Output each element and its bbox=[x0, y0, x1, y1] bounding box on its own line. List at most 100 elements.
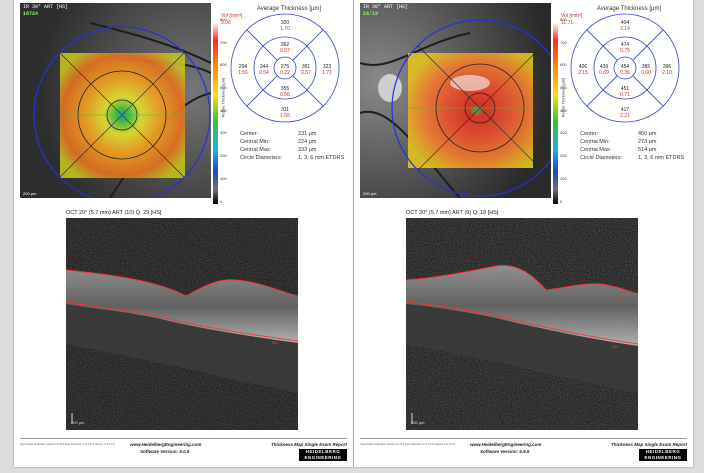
sector-volume: 1.71 bbox=[322, 70, 332, 76]
sector-volume: 0.56 bbox=[280, 92, 290, 98]
stat-key: Center: bbox=[240, 131, 259, 137]
volume-value: 9.06 bbox=[221, 20, 231, 26]
sector-value: 361 bbox=[302, 64, 311, 70]
stat-value: 450 µm bbox=[638, 131, 657, 137]
sector-volume: 1.56 bbox=[238, 70, 248, 76]
colorbar-tick: 700 bbox=[220, 40, 227, 45]
etdrs-thickness-grid: Average Thickness [µm] Vol [mm³] 9.06 32… bbox=[221, 6, 340, 123]
report-page-right: IR 30° ART [HS] 16/19 200 µm 800 700 600… bbox=[354, 0, 693, 467]
sector-volume: 0.57 bbox=[301, 70, 311, 76]
oct-scale: 200 µm bbox=[411, 420, 425, 425]
heidelberg-logo: HEIDELBERG ENGINEERING bbox=[639, 449, 687, 461]
grid-title: Average Thickness [µm] bbox=[597, 6, 662, 12]
colorbar-tick: 100 bbox=[560, 176, 567, 181]
oct-title: OCT 20° (5.7 mm) ART (9) Q: 18 [HS] bbox=[406, 210, 499, 216]
stat-key: Central Max: bbox=[240, 147, 272, 153]
oct-title: OCT 20° (5.7 mm) ART (10) Q: 29 [HS] bbox=[66, 210, 162, 216]
sector-volume: 0.75 bbox=[620, 48, 630, 54]
colorbar-tick: 600 bbox=[560, 62, 567, 67]
etdrs-thickness-grid: Average Thickness [µm] Vol [mm³] 11.71 4… bbox=[561, 6, 680, 123]
stat-key: Circle Diameters: bbox=[240, 155, 283, 161]
sector-value: 323 bbox=[323, 64, 332, 70]
stat-value: 224 µm bbox=[298, 139, 317, 145]
fundus-image: IR 30° ART [HS] 16/19 200 µm bbox=[360, 3, 551, 198]
sector-value: 474 bbox=[621, 42, 630, 48]
fundus-thickness-map bbox=[360, 3, 551, 198]
sector-value: 417 bbox=[621, 107, 630, 113]
sector-value: 385 bbox=[642, 64, 651, 70]
footer-software-version: Software Version: 6.0.9 bbox=[140, 449, 190, 454]
fundus-label: IR 30° ART [HS] bbox=[23, 4, 69, 10]
colorbar-title: Retina Thickness [µm] bbox=[220, 77, 226, 118]
thickness-colorbar bbox=[553, 22, 558, 204]
sector-volume: 2.21 bbox=[620, 113, 630, 119]
thickness-colorbar bbox=[213, 22, 218, 204]
footer-version-info: Spectralis Software Version 5.8.3 Eye Ex… bbox=[360, 442, 455, 446]
stat-key: Central Min: bbox=[240, 139, 270, 145]
stat-key: Center: bbox=[580, 131, 599, 137]
sector-value: 355 bbox=[281, 86, 290, 92]
sector-value: 344 bbox=[260, 64, 269, 70]
footer-report-type: Thickness Map Single Exam Report bbox=[610, 442, 687, 447]
footer-report-type: Thickness Map Single Exam Report bbox=[270, 442, 347, 447]
sector-value: 396 bbox=[663, 64, 672, 70]
fundus-thickness-map bbox=[20, 3, 211, 198]
stat-key: Central Min: bbox=[580, 139, 610, 145]
ilm-label: ILM bbox=[278, 296, 285, 301]
footer-url[interactable]: www.HeidelbergEngineering.com bbox=[470, 442, 542, 447]
volume-label: Vol [mm³] bbox=[221, 13, 243, 19]
sector-volume: 0.54 bbox=[259, 70, 269, 76]
sector-value: 275 bbox=[281, 64, 290, 70]
logo-line-1: HEIDELBERG bbox=[645, 449, 681, 454]
footer-software-version: Software Version: 6.9.5 bbox=[480, 449, 530, 454]
oct-scale: 200 µm bbox=[71, 420, 85, 425]
sector-volume: 2.10 bbox=[662, 70, 672, 76]
report-footer: Spectralis Software Version 5.8.3 Eye Ex… bbox=[20, 438, 347, 463]
stat-value: 1, 3, 6 mm ETDRS bbox=[298, 155, 345, 161]
bm-label: BM bbox=[612, 344, 618, 349]
heidelberg-logo: HEIDELBERG ENGINEERING bbox=[299, 449, 347, 461]
sector-volume: 0.36 bbox=[620, 70, 630, 76]
colorbar-tick: 300 bbox=[560, 130, 567, 135]
report-footer: Spectralis Software Version 5.8.3 Eye Ex… bbox=[360, 438, 687, 463]
colorbar-tick: 800 bbox=[560, 17, 567, 22]
sector-value: 406 bbox=[579, 64, 588, 70]
stat-value: 231 µm bbox=[298, 131, 317, 137]
thickness-stats: Center: 231 µm Central Min: 224 µm Central… bbox=[240, 130, 344, 162]
stat-key: Circle Diameters: bbox=[580, 155, 623, 161]
oct-bscan-image: ILM BM 200 µm bbox=[66, 218, 298, 430]
sector-value: 451 bbox=[621, 86, 630, 92]
sector-value: 454 bbox=[621, 64, 630, 70]
colorbar-tick: 500 bbox=[560, 85, 567, 90]
stat-value: 273 µm bbox=[638, 139, 657, 145]
fundus-image: IR 30° ART [HS] 18724 200 µm bbox=[20, 3, 211, 198]
sector-value: 311 bbox=[281, 107, 289, 113]
grid-title: Average Thickness [µm] bbox=[257, 6, 322, 12]
sector-value: 362 bbox=[281, 42, 290, 48]
volume-value: 11.71 bbox=[561, 20, 573, 26]
fundus-code: 18724 bbox=[23, 11, 39, 17]
colorbar-title: Retina Thickness [µm] bbox=[560, 77, 566, 118]
stat-key: Central Max: bbox=[580, 147, 612, 153]
ilm-label: ILM bbox=[618, 294, 625, 299]
colorbar-tick: 500 bbox=[220, 85, 227, 90]
colorbar-tick: 600 bbox=[220, 62, 227, 67]
thickness-stats: Center: 450 µm Central Min: 273 µm Central… bbox=[580, 130, 684, 162]
colorbar-tick: 400 bbox=[220, 108, 227, 113]
sector-volume: 0.69 bbox=[599, 70, 609, 76]
footer-url[interactable]: www.HeidelbergEngineering.com bbox=[130, 442, 202, 447]
sector-volume: 1.65 bbox=[280, 113, 290, 119]
stat-value: 333 µm bbox=[298, 147, 317, 153]
sector-value: 404 bbox=[621, 20, 630, 26]
colorbar-tick: 200 bbox=[220, 153, 227, 158]
oct-bscan-image: ILM BM 200 µm bbox=[406, 218, 638, 430]
logo-line-2: ENGINEERING bbox=[304, 455, 342, 460]
fundus-scale: 200 µm bbox=[23, 191, 37, 196]
oct-bscan: ILM BM bbox=[406, 218, 638, 430]
logo-line-1: HEIDELBERG bbox=[305, 449, 341, 454]
report-page-left: IR 30° ART [HS] 18724 200 µm 800 700 600… bbox=[14, 0, 353, 467]
colorbar-tick: 700 bbox=[560, 40, 567, 45]
oct-bscan: ILM BM bbox=[66, 218, 298, 430]
sector-volume: 1.70 bbox=[280, 26, 290, 32]
colorbar-tick: 100 bbox=[220, 176, 227, 181]
